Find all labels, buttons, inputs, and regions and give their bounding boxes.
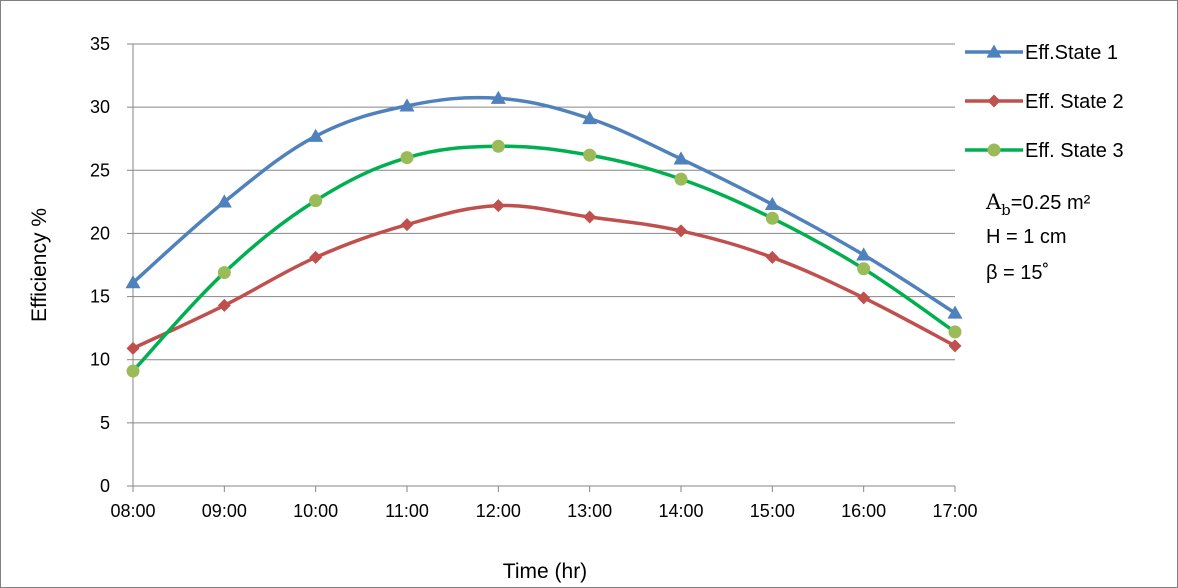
y-tick-label: 10 [90, 350, 110, 370]
series-line-3 [131, 144, 956, 373]
x-tick-label: 17:00 [932, 501, 977, 521]
series-2-point [491, 199, 505, 213]
axes [127, 43, 956, 492]
series-3-point [217, 266, 231, 280]
series-1-point [490, 90, 506, 104]
series-line-1 [131, 95, 956, 315]
series-1-point [308, 128, 324, 142]
series-2-point [948, 339, 962, 353]
tick-labels: 0 5 10 15 20 25 30 35 08:00 09:00 10:00 11:00 12:00 1… [90, 34, 978, 521]
x-tick-label: 13:00 [567, 501, 612, 521]
series-2-point [217, 298, 231, 312]
height-note: H = 1 cm [986, 226, 1067, 248]
parameter-notes: Ab=0.25 m² H = 1 cm β = 15˚ [985, 190, 1091, 284]
area-subscript: b [1001, 201, 1011, 219]
area-value: =0.25 m² [1011, 192, 1091, 214]
series-2-point [309, 250, 323, 264]
legend-marker-3 [987, 143, 1001, 157]
x-tick-label: 09:00 [202, 501, 247, 521]
series-3-point [765, 211, 779, 225]
series-2-point [400, 218, 414, 232]
x-tick-label: 11:00 [385, 501, 429, 521]
series-2-point [674, 224, 688, 238]
series-1-point [399, 98, 415, 112]
series-lines [131, 95, 956, 373]
y-tick-label: 0 [100, 476, 110, 496]
legend-label-3: Eff. State 3 [1025, 140, 1124, 162]
series-1-point [764, 196, 780, 211]
series-3-point [948, 325, 962, 339]
x-tick-label: 16:00 [841, 501, 886, 521]
series-3-point [126, 364, 140, 378]
series-3-point [309, 194, 323, 208]
series-1-point [216, 194, 232, 208]
y-tick-label: 25 [90, 160, 110, 180]
series-1-point [947, 305, 963, 319]
y-tick-label: 30 [90, 97, 110, 117]
angle-note: β = 15˚ [986, 262, 1049, 284]
legend-label-2: Eff. State 2 [1025, 91, 1124, 113]
x-tick-label: 14:00 [658, 501, 703, 521]
x-tick-label: 10:00 [293, 501, 338, 521]
series-2-point [765, 250, 779, 264]
series-markers [125, 90, 963, 378]
series-1-point [582, 111, 598, 125]
x-axis-title: Time (hr) [503, 560, 587, 583]
series-1-point [125, 275, 141, 289]
series-1-point [673, 151, 689, 165]
y-tick-label: 35 [90, 34, 110, 54]
y-axis-title: Efficiency % [28, 208, 51, 322]
x-tick-label: 12:00 [476, 501, 521, 521]
y-tick-label: 20 [90, 223, 110, 243]
series-2-point [857, 291, 871, 305]
series-2-point [583, 210, 597, 224]
y-tick-label: 5 [100, 413, 110, 433]
series-3-point [491, 139, 505, 153]
area-note: Ab=0.25 m² [985, 190, 1091, 219]
legend-marker-2 [987, 94, 1001, 108]
legend-marker-1 [986, 44, 1002, 58]
series-3-point [857, 262, 871, 276]
series-3-point [674, 172, 688, 186]
area-symbol: A [985, 190, 1002, 214]
series-line-2 [132, 203, 956, 350]
series-2-point [126, 341, 140, 355]
series-3-point [583, 148, 597, 162]
y-tick-label: 15 [90, 287, 110, 307]
x-tick-label: 15:00 [750, 501, 795, 521]
legend-label-1: Eff.State 1 [1025, 42, 1118, 64]
legend: Eff.State 1 Eff. State 2 Eff. State 3 [965, 42, 1124, 162]
series-1-point [856, 247, 872, 261]
x-tick-label: 08:00 [110, 501, 155, 521]
series-3-point [400, 151, 414, 165]
